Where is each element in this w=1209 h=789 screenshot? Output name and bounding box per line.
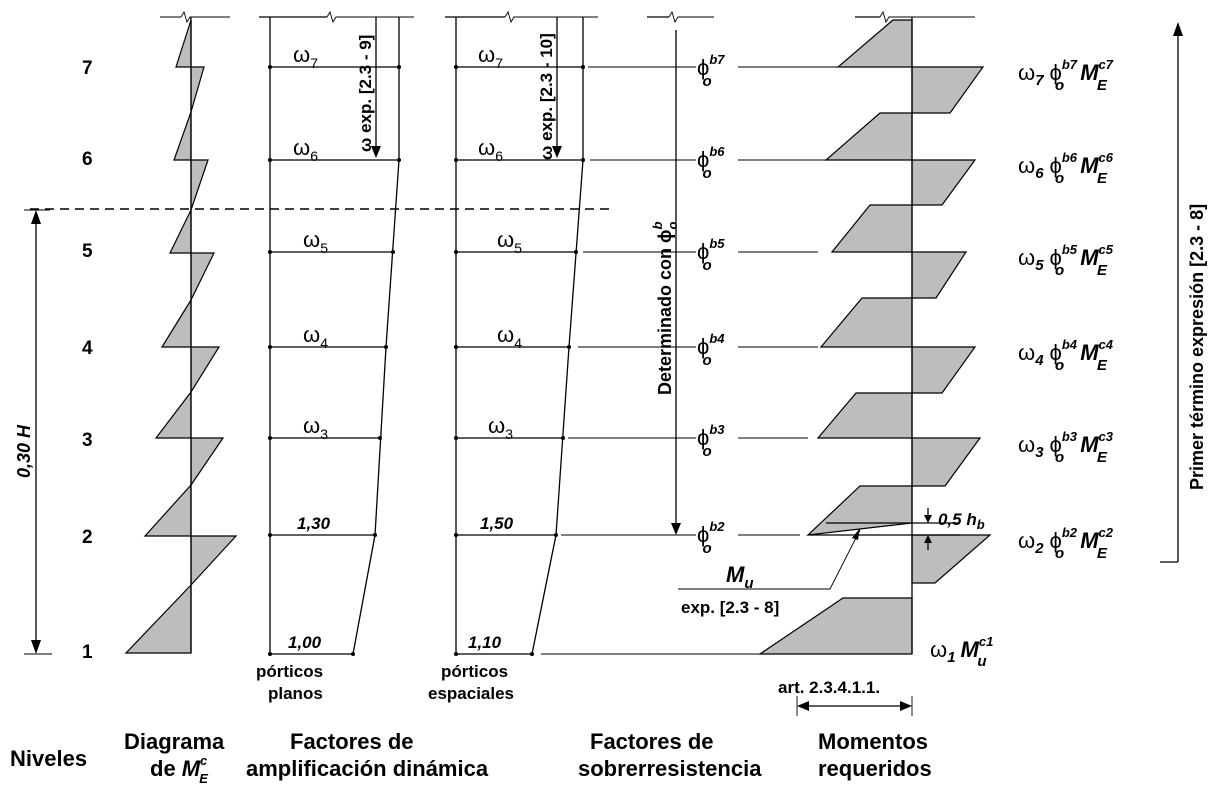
level-label-2: 2 bbox=[82, 527, 93, 548]
determinado-label: Determinado con ϕbo bbox=[650, 221, 680, 395]
amplification-planos: ω exp. [2.3 - 9] ω7 ω6 ω5 ω4 ω3 1,30 1,0… bbox=[256, 10, 414, 703]
overstrength-factors: Determinado con ϕbo ϕb7 o ϕb6 o ϕb5 o ϕb4 o … bbox=[541, 10, 838, 655]
required-row-3: ω3 ϕb3 oMc3 E bbox=[1018, 429, 1114, 466]
first-term-label: Primer término expresión [2.3 - 8] bbox=[1187, 204, 1207, 490]
mu-exp-label: exp. [2.3 - 8] bbox=[681, 598, 779, 617]
caption-momentos-2: requeridos bbox=[818, 756, 932, 781]
column-captions: Niveles Diagrama de Mc E Factores de ampli… bbox=[10, 729, 932, 786]
art-label: art. 2.3.4.1.1. bbox=[778, 678, 880, 697]
base-moment-label: ω1 Mc1 u bbox=[930, 634, 993, 670]
planos-caption-1: pórticos bbox=[256, 662, 323, 681]
espaciales-caption-1: pórticos bbox=[441, 662, 508, 681]
caption-niveles: Niveles bbox=[10, 746, 87, 771]
caption-amplificacion-2: amplificación dinámica bbox=[246, 756, 489, 781]
caption-amplificacion-1: Factores de bbox=[290, 729, 414, 754]
espaciales-exp-label: ω exp. [2.3 - 10] bbox=[537, 33, 556, 160]
planos-omega-3: ω3 bbox=[303, 413, 328, 442]
espaciales-omega-5: ω5 bbox=[497, 227, 522, 256]
level-label-1: 1 bbox=[82, 642, 93, 663]
amplification-espaciales: ω exp. [2.3 - 10] ω7 ω6 ω5 ω4 ω3 1,50 1,… bbox=[428, 10, 598, 703]
required-row-5: ω5 ϕb5 oMc5 E bbox=[1018, 242, 1114, 279]
planos-omega-6: ω6 bbox=[293, 135, 318, 164]
caption-diagrama-1: Diagrama bbox=[124, 729, 225, 754]
espaciales-top-factor: 1,50 bbox=[480, 514, 514, 533]
phi-label-b5: ϕb5 o bbox=[697, 236, 725, 274]
espaciales-omega-4: ω4 bbox=[497, 322, 522, 351]
espaciales-caption-2: espaciales bbox=[428, 684, 514, 703]
height-dimension: 0,30 H bbox=[14, 209, 52, 655]
required-expressions: ω7 ϕb7 oMc7 E ω6 ϕb6 oMc6 E ω5 ϕb5 oMc5 E ω4 ϕb4 oM… bbox=[1018, 22, 1207, 563]
planos-base-factor: 1,00 bbox=[288, 633, 322, 652]
phi-label-b7: ϕb7 o bbox=[697, 52, 725, 90]
phi-label-b3: ϕb3 o bbox=[697, 422, 725, 460]
caption-sobrerresistencia-2: sobrerresistencia bbox=[578, 756, 762, 781]
level-label-4: 4 bbox=[82, 338, 93, 359]
height-label: 0,30 H bbox=[14, 424, 34, 478]
required-row-7: ω7 ϕb7 oMc7 E bbox=[1018, 57, 1114, 94]
caption-momentos-1: Momentos bbox=[818, 729, 928, 754]
level-label-3: 3 bbox=[82, 430, 93, 451]
planos-exp-label: ω exp. [2.3 - 9] bbox=[356, 35, 375, 152]
planos-omega-5: ω5 bbox=[303, 227, 328, 256]
caption-sobrerresistencia-1: Factores de bbox=[590, 729, 714, 754]
required-row-2: ω2 ϕb2 oMc2 E bbox=[1018, 525, 1114, 562]
hb-label: 0,5 hb bbox=[938, 510, 985, 532]
level-labels: 1 2 3 4 5 6 7 bbox=[82, 58, 93, 663]
phi-label-b6: ϕb6 o bbox=[697, 144, 725, 182]
caption-diagrama-2: de Mc E bbox=[150, 753, 208, 786]
phi-label-b2: ϕb2 o bbox=[697, 519, 725, 557]
mu-label: Mu bbox=[726, 562, 754, 592]
espaciales-base-factor: 1,10 bbox=[468, 633, 502, 652]
required-moments-diagram: 0,5 hb Mu exp. [2.3 - 8] ω1 Mc1 u art. 2.3… bbox=[678, 10, 993, 716]
espaciales-omega-7: ω7 bbox=[478, 42, 503, 71]
planos-top-factor: 1,30 bbox=[297, 514, 331, 533]
phi-label-b4: ϕb4 o bbox=[697, 331, 725, 369]
planos-omega-4: ω4 bbox=[303, 322, 328, 351]
required-row-6: ω6 ϕb6 oMc6 E bbox=[1018, 150, 1114, 187]
required-row-4: ω4 ϕb4 oMc4 E bbox=[1018, 337, 1114, 374]
planos-omega-7: ω7 bbox=[293, 42, 318, 71]
level-label-6: 6 bbox=[82, 149, 93, 170]
espaciales-omega-3: ω3 bbox=[488, 413, 513, 442]
level-label-7: 7 bbox=[82, 58, 93, 79]
espaciales-omega-6: ω6 bbox=[478, 135, 503, 164]
planos-caption-2: planos bbox=[268, 684, 323, 703]
level-label-5: 5 bbox=[82, 241, 93, 262]
moment-diagram-elastic bbox=[124, 10, 238, 654]
